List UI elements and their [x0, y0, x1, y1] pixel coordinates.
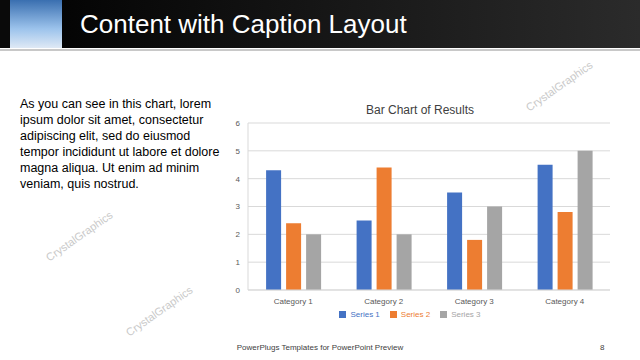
svg-text:4: 4 — [236, 175, 241, 184]
html-text:As you can see in this chart,: As you can see in this chart, lorem ipsu… — [20, 97, 220, 191]
html-text:Series 1: Series 1 — [350, 310, 380, 319]
svg-text:0: 0 — [236, 286, 241, 295]
html-text:Series 3: Series 3 — [451, 310, 481, 319]
html-text:Content with Caption Layout: Content with Caption Layout — [80, 9, 407, 39]
svg-text:6: 6 — [236, 119, 241, 128]
svg-text:Category 3: Category 3 — [455, 297, 495, 306]
html-text:8: 8 — [600, 343, 605, 352]
svg-text:Category 1: Category 1 — [274, 297, 314, 306]
svg-text:Category 2: Category 2 — [364, 297, 404, 306]
svg-text:Category 4: Category 4 — [545, 297, 585, 306]
svg-text:2: 2 — [236, 230, 241, 239]
svg-text:3: 3 — [236, 202, 241, 211]
html-text:Series 2: Series 2 — [400, 310, 431, 319]
svg-text:5: 5 — [236, 147, 241, 156]
html-text:CrystalGraphics: CrystalGraphics — [523, 58, 595, 114]
html-text:PowerPlugs Templates for Power: PowerPlugs Templates for PowerPoint Prev… — [236, 343, 404, 352]
svg-text:1: 1 — [236, 258, 241, 267]
html-text:CrystalGraphics: CrystalGraphics — [123, 283, 195, 339]
html-text:Bar Chart of Results: Bar Chart of Results — [366, 103, 474, 117]
html-text:CrystalGraphics: CrystalGraphics — [43, 208, 115, 264]
